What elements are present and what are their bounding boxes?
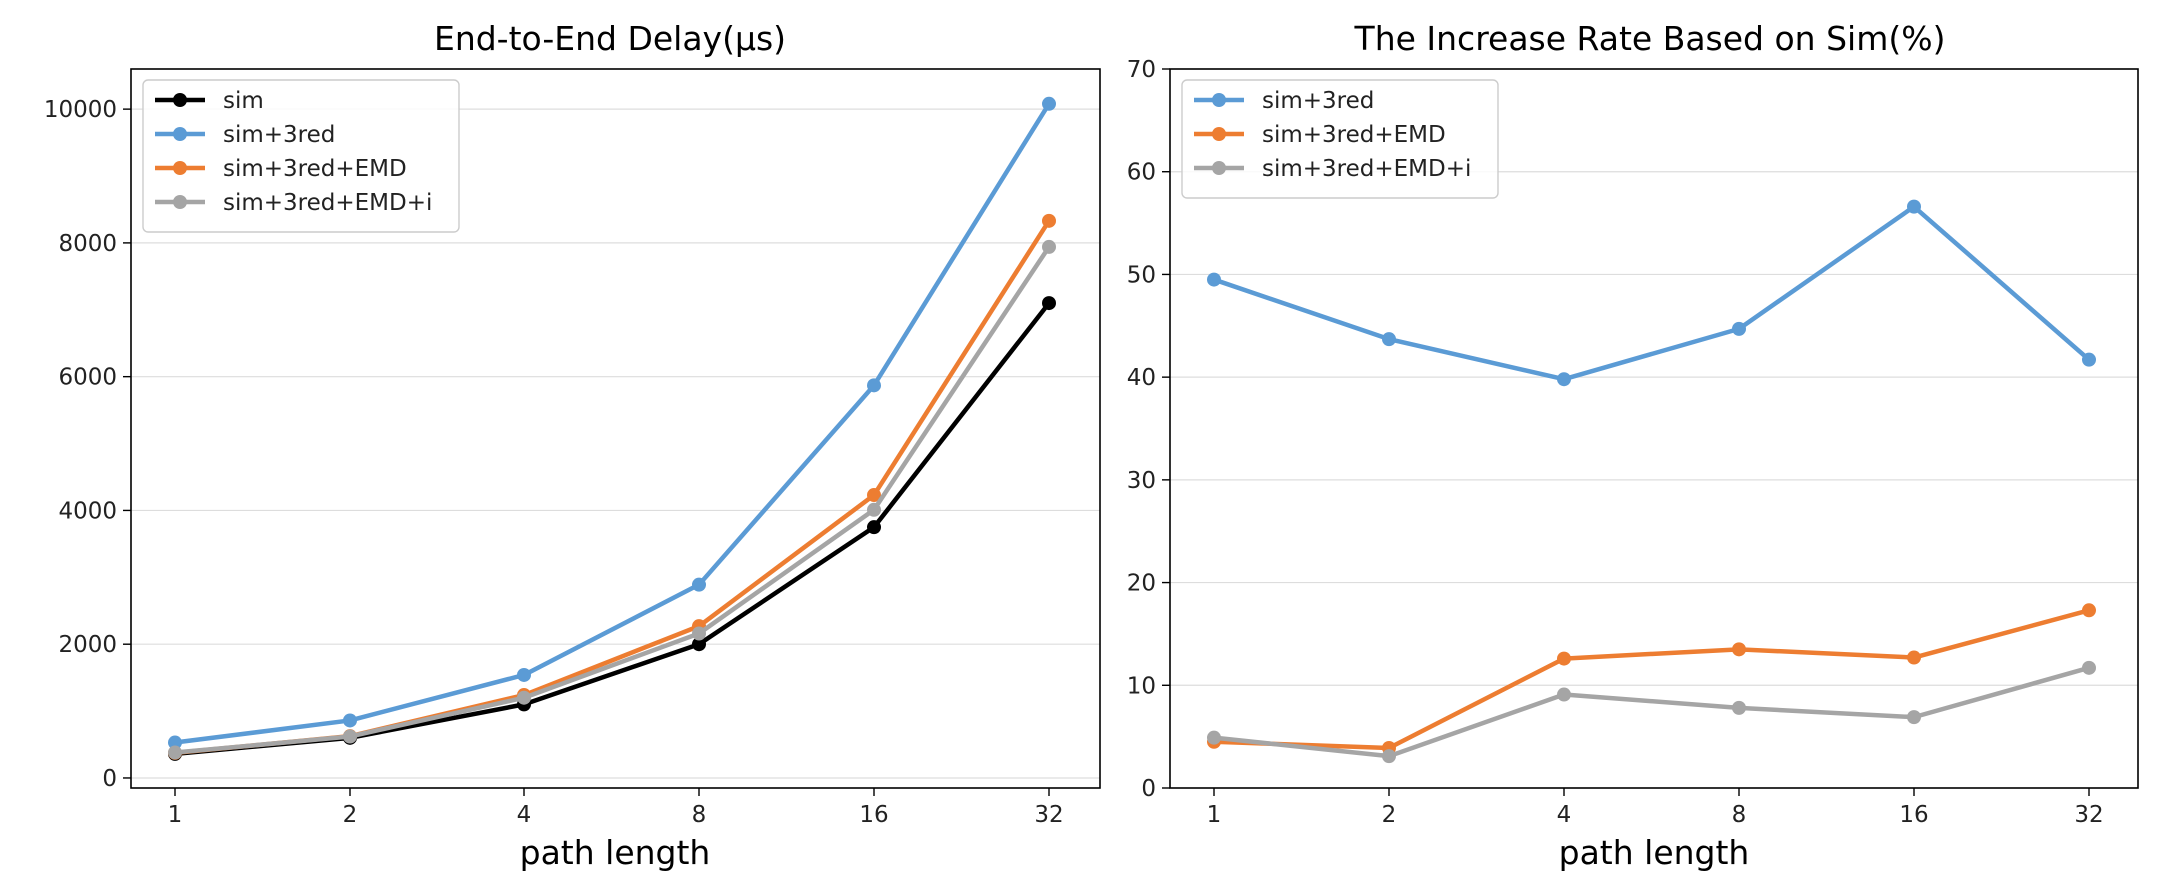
delay-data-point-sim-3red bbox=[168, 735, 182, 750]
increase-rate-series-line-sim-3red bbox=[1211, 204, 2092, 382]
delay-data-point-sim-3red bbox=[517, 667, 531, 682]
increase-rate-y-tick-label: 30 bbox=[1127, 468, 1156, 494]
increase-rate-data-point-sim-3red-emd bbox=[1732, 642, 1746, 657]
delay-chart: End-to-End Delay(μs) 0 2000 4000 6000 8000 10… bbox=[44, 19, 1101, 872]
increase-rate-x-tick-label: 2 bbox=[1382, 802, 1397, 828]
increase-rate-legend-label-sim-3red-emd: sim+3red+EMD bbox=[1262, 122, 1446, 148]
increase-rate-data-point-sim-3red bbox=[1732, 321, 1746, 336]
delay-data-point-sim-3red bbox=[867, 378, 881, 393]
increase-rate-x-tick-label: 4 bbox=[1557, 802, 1572, 828]
increase-rate-legend-marker-sim-3red bbox=[1212, 93, 1226, 107]
delay-data-point-sim-3red-emd-i bbox=[168, 745, 182, 760]
increase-rate-y-tick-label: 10 bbox=[1127, 673, 1156, 699]
delay-legend-marker-sim bbox=[173, 93, 187, 107]
delay-data-point-sim bbox=[1042, 296, 1056, 311]
increase-rate-x-tick-label: 32 bbox=[2074, 802, 2103, 828]
increase-rate-y-tick-label: 50 bbox=[1127, 262, 1156, 288]
delay-y-tick-label: 6000 bbox=[58, 365, 117, 391]
delay-legend-label-sim-3red-emd-i: sim+3red+EMD+i bbox=[223, 190, 432, 216]
delay-x-tick-label: 32 bbox=[1034, 802, 1063, 828]
delay-data-point-sim-3red-emd-i bbox=[867, 502, 881, 517]
delay-x-tick-label: 8 bbox=[692, 802, 707, 828]
delay-y-tick-label: 8000 bbox=[58, 231, 117, 257]
increase-rate-legend-box bbox=[1181, 79, 1499, 199]
delay-y-tick-label: 4000 bbox=[58, 498, 117, 524]
increase-rate-data-point-sim-3red-emd-i bbox=[1207, 730, 1221, 745]
increase-rate-x-axis-label: path length bbox=[1559, 833, 1750, 872]
delay-plot-frame bbox=[130, 68, 1101, 789]
increase-rate-data-point-sim-3red-emd-i bbox=[1732, 700, 1746, 715]
delay-data-point-sim-3red-emd bbox=[867, 488, 881, 503]
delay-data-point-sim-3red bbox=[692, 577, 706, 592]
delay-data-point-sim bbox=[692, 637, 706, 652]
delay-series-line-sim bbox=[172, 300, 1052, 757]
delay-x-tick-label: 4 bbox=[517, 802, 532, 828]
increase-rate-data-point-sim-3red-emd bbox=[2082, 603, 2096, 618]
delay-x-tick-label: 16 bbox=[859, 802, 888, 828]
increase-rate-y-tick-label: 20 bbox=[1127, 571, 1156, 597]
delay-data-point-sim-3red-emd-i bbox=[1042, 239, 1056, 254]
increase-rate-y-tick-label: 70 bbox=[1127, 57, 1156, 83]
increase-rate-legend-label-sim-3red-emd-i: sim+3red+EMD+i bbox=[1262, 156, 1471, 182]
increase-rate-data-point-sim-3red-emd-i bbox=[1382, 749, 1396, 764]
delay-data-point-sim-3red-emd bbox=[1042, 213, 1056, 228]
delay-x-tick-label: 1 bbox=[168, 802, 183, 828]
increase-rate-y-tick-label: 40 bbox=[1127, 365, 1156, 391]
increase-rate-data-point-sim-3red bbox=[1907, 199, 1921, 214]
delay-data-point-sim-3red bbox=[343, 713, 357, 728]
delay-legend-label-sim-3red: sim+3red bbox=[223, 122, 335, 148]
delay-x-tick-label: 2 bbox=[343, 802, 358, 828]
delay-data-point-sim-3red-emd-i bbox=[517, 690, 531, 705]
increase-rate-data-point-sim-3red-emd bbox=[1907, 650, 1921, 665]
delay-legend: sim sim+3red sim+3red+EMD sim+3red+EMD+i bbox=[142, 79, 460, 233]
increase-rate-legend-label-sim-3red: sim+3red bbox=[1262, 88, 1374, 114]
delay-chart-title: End-to-End Delay(μs) bbox=[434, 19, 786, 58]
increase-rate-data-point-sim-3red-emd-i bbox=[2082, 660, 2096, 675]
increase-rate-x-tick-label: 16 bbox=[1899, 802, 1928, 828]
delay-legend-marker-sim-3red bbox=[173, 127, 187, 141]
delay-legend-label-sim: sim bbox=[223, 88, 264, 114]
delay-y-tick-label: 10000 bbox=[44, 97, 117, 123]
increase-rate-data-point-sim-3red bbox=[1557, 372, 1571, 387]
increase-rate-data-point-sim-3red-emd-i bbox=[1907, 710, 1921, 725]
delay-y-tick-label: 2000 bbox=[58, 632, 117, 658]
delay-series-line-sim-3red bbox=[172, 101, 1052, 745]
delay-data-point-sim bbox=[867, 520, 881, 535]
increase-rate-data-point-sim-3red bbox=[2082, 352, 2096, 367]
delay-legend-marker-sim-3red-emd bbox=[173, 161, 187, 175]
delay-y-tick-label: 0 bbox=[102, 766, 117, 792]
increase-rate-chart: The Increase Rate Based on Sim(%) 0 10 20 3… bbox=[1127, 19, 2139, 872]
increase-rate-chart-title: The Increase Rate Based on Sim(%) bbox=[1354, 19, 1946, 58]
increase-rate-legend: sim+3red sim+3red+EMD sim+3red+EMD+i bbox=[1181, 79, 1499, 199]
increase-rate-plot-frame bbox=[1169, 68, 2139, 789]
delay-x-axis-label: path length bbox=[520, 833, 711, 872]
increase-rate-legend-marker-sim-3red-emd bbox=[1212, 127, 1226, 141]
increase-rate-data-point-sim-3red bbox=[1207, 272, 1221, 287]
increase-rate-data-point-sim-3red-emd-i bbox=[1557, 687, 1571, 702]
increase-rate-data-point-sim-3red bbox=[1382, 332, 1396, 347]
increase-rate-series-line-sim-3red-emd-i bbox=[1211, 665, 2092, 759]
increase-rate-legend-marker-sim-3red-emd-i bbox=[1212, 161, 1226, 175]
delay-data-point-sim-3red-emd-i bbox=[343, 729, 357, 744]
increase-rate-y-tick-label: 0 bbox=[1141, 776, 1156, 802]
increase-rate-x-tick-label: 1 bbox=[1207, 802, 1222, 828]
increase-rate-data-point-sim-3red-emd bbox=[1557, 651, 1571, 666]
delay-data-point-sim-3red bbox=[1042, 96, 1056, 111]
delay-data-point-sim-3red-emd-i bbox=[692, 626, 706, 641]
increase-rate-x-tick-label: 8 bbox=[1732, 802, 1747, 828]
increase-rate-series-line-sim-3red-emd bbox=[1211, 608, 2092, 751]
delay-legend-label-sim-3red-emd: sim+3red+EMD bbox=[223, 156, 407, 182]
delay-legend-box bbox=[142, 79, 460, 233]
delay-legend-marker-sim-3red-emd-i bbox=[173, 195, 187, 209]
delay-series-line-sim-3red-emd-i bbox=[172, 244, 1052, 755]
increase-rate-y-tick-label: 60 bbox=[1127, 160, 1156, 186]
